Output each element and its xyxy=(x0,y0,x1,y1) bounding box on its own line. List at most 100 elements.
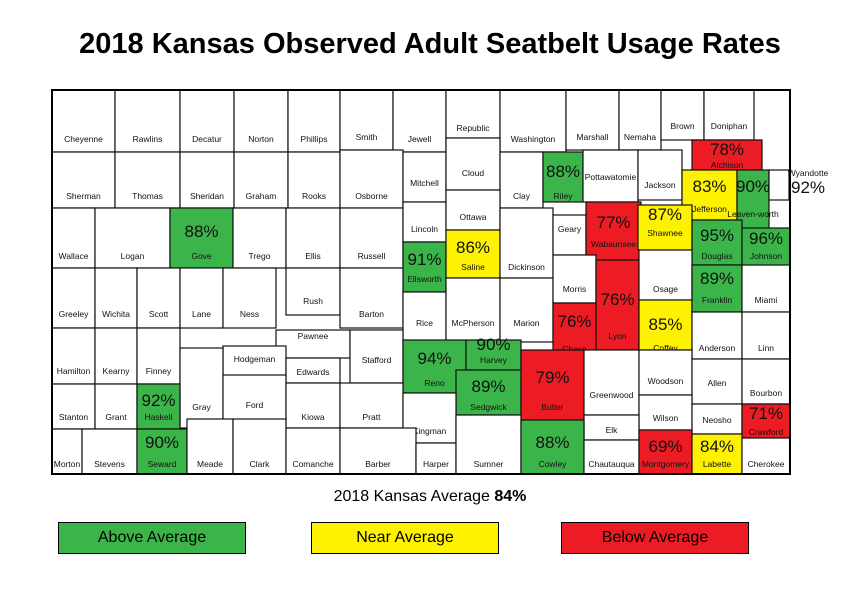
county-finney xyxy=(136,327,181,385)
county-label-jackson: Jackson xyxy=(644,180,675,190)
county-label-wallace: Wallace xyxy=(59,251,89,261)
county-label-pawnee: Pawnee xyxy=(298,331,329,341)
county-label-rawlins: Rawlins xyxy=(133,134,163,144)
county-rate-haskell: 92% xyxy=(141,391,175,410)
county-barber xyxy=(339,427,417,475)
county-rate-leaven-worth: 90% xyxy=(736,177,770,196)
county-osage xyxy=(638,249,693,301)
county-gove xyxy=(169,207,234,269)
county-label-cowley: Cowley xyxy=(539,459,568,469)
county-label-coffey: Coffey xyxy=(653,343,678,353)
county-rate-johnson: 96% xyxy=(749,229,783,248)
county-rate-jefferson: 83% xyxy=(692,177,726,196)
county-label-phillips: Phillips xyxy=(301,134,328,144)
county-label-sedgwick: Sedgwick xyxy=(470,402,507,412)
county-label-pratt: Pratt xyxy=(363,412,382,422)
county-label-gove: Gove xyxy=(191,251,212,261)
county-label-lane: Lane xyxy=(192,309,211,319)
county-allen xyxy=(691,358,743,405)
county-cheyenne xyxy=(51,89,116,153)
county-label-neosho: Neosho xyxy=(702,415,732,425)
county-label-hamilton: Hamilton xyxy=(57,366,91,376)
county-rush xyxy=(285,267,341,316)
county-label-jefferson: Jefferson xyxy=(692,204,727,214)
county-label-morton: Morton xyxy=(54,459,81,469)
county-label-douglas: Douglas xyxy=(701,251,732,261)
county-rate-wabaunsee: 77% xyxy=(596,213,630,232)
county-label-edwards: Edwards xyxy=(296,367,329,377)
county-rate-lyon: 76% xyxy=(600,290,634,309)
county-label-stevens: Stevens xyxy=(94,459,125,469)
county-rate-harvey: 90% xyxy=(476,335,510,354)
county-labette xyxy=(691,433,743,475)
county-label-kearny: Kearny xyxy=(103,366,131,376)
county-rate-wyandotte: 92% xyxy=(791,178,825,197)
county-rate-cowley: 88% xyxy=(535,433,569,452)
county-label-allen: Allen xyxy=(708,378,727,388)
county-label-stanton: Stanton xyxy=(59,412,89,422)
county-label-kiowa: Kiowa xyxy=(301,412,324,422)
county-greenwood xyxy=(583,349,640,416)
state-average-value: 84% xyxy=(494,488,527,505)
county-republic xyxy=(445,89,501,139)
county-label-gray: Gray xyxy=(192,402,211,412)
county-label-ottawa: Ottawa xyxy=(460,212,487,222)
county-label-cherokee: Cherokee xyxy=(748,459,785,469)
county-label-lincoln: Lincoln xyxy=(411,224,438,234)
county-label-ellis: Ellis xyxy=(305,251,321,261)
county-rate-reno: 94% xyxy=(417,349,451,368)
county-sherman xyxy=(51,151,116,209)
county-label-ness: Ness xyxy=(240,309,259,319)
county-label-woodson: Woodson xyxy=(648,376,684,386)
county-rate-montgomery: 69% xyxy=(648,437,682,456)
county-label-pottawatomie: Pottawatomie xyxy=(585,172,637,182)
county-rate-douglas: 95% xyxy=(700,226,734,245)
county-cloud xyxy=(445,137,501,191)
county-rate-gove: 88% xyxy=(184,222,218,241)
county-label-ford: Ford xyxy=(246,400,264,410)
county-haskell xyxy=(136,383,181,430)
county-rate-butler: 79% xyxy=(535,368,569,387)
county-geary xyxy=(552,214,587,256)
county-stevens xyxy=(81,428,138,475)
county-mcpherson xyxy=(445,277,501,343)
county-label-geary: Geary xyxy=(558,224,582,234)
legend-above-average: Above Average xyxy=(58,522,246,554)
county-rate-atchison: 78% xyxy=(710,140,744,159)
county-linn xyxy=(741,311,791,360)
county-rate-seward: 90% xyxy=(145,433,179,452)
county-rate-franklin: 89% xyxy=(700,269,734,288)
county-chautauqua xyxy=(583,439,640,475)
county-label-russell: Russell xyxy=(358,251,386,261)
county-osborne xyxy=(339,149,404,209)
county-label-wabaunsee: Wabaunsee xyxy=(591,239,636,249)
county-montgomery xyxy=(638,429,693,475)
county-label-crawford: Crawford xyxy=(749,427,784,437)
county-label-seward: Seward xyxy=(148,459,177,469)
county-label-grant: Grant xyxy=(105,412,127,422)
county-ottawa xyxy=(445,189,501,231)
county-label-sherman: Sherman xyxy=(66,191,101,201)
county-label-wyandotte: Wyandotte xyxy=(788,168,829,178)
county-label-nemaha: Nemaha xyxy=(624,132,656,142)
county-morris xyxy=(552,254,597,304)
county-label-wichita: Wichita xyxy=(102,309,130,319)
county-label-saline: Saline xyxy=(461,262,485,272)
county-pawnee xyxy=(275,329,351,359)
county-label-rush: Rush xyxy=(303,296,323,306)
county-neosho xyxy=(691,403,743,435)
county-label-clay: Clay xyxy=(513,191,531,201)
county-lincoln xyxy=(402,201,447,243)
county-label-butler: Butler xyxy=(541,402,563,412)
county-riley xyxy=(542,151,584,203)
county-label-anderson: Anderson xyxy=(699,343,736,353)
county-label-lyon: Lyon xyxy=(608,331,626,341)
county-label-logan: Logan xyxy=(121,251,145,261)
county-pratt xyxy=(339,382,404,429)
county-label-cloud: Cloud xyxy=(462,168,484,178)
county-label-chase: Chase xyxy=(562,344,587,354)
county-label-rice: Rice xyxy=(416,318,433,328)
county-barton xyxy=(339,267,404,329)
county-label-brown: Brown xyxy=(670,121,694,131)
county-ellsworth xyxy=(402,241,447,293)
